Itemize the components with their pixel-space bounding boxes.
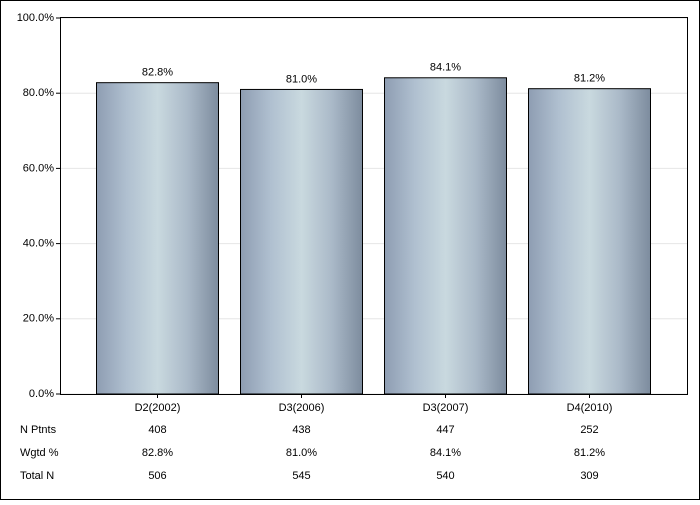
table-cell: 506 <box>148 470 166 482</box>
x-tick-label: D2(2002) <box>135 402 181 414</box>
table-cell: 545 <box>292 470 310 482</box>
table-row-label: Total N <box>20 470 54 482</box>
y-tick-label: 0.0% <box>29 388 54 400</box>
table-cell: 84.1% <box>430 447 461 459</box>
table-cell: 82.8% <box>142 447 173 459</box>
value-label: 81.0% <box>286 73 317 85</box>
value-label: 81.2% <box>574 73 605 85</box>
bar <box>384 77 507 395</box>
table-cell: 438 <box>292 424 310 436</box>
y-tick-label: 20.0% <box>23 313 54 325</box>
bar <box>96 82 219 395</box>
table-cell: 252 <box>580 424 598 436</box>
table-cell: 408 <box>148 424 166 436</box>
table-cell: 447 <box>436 424 454 436</box>
bar <box>240 88 363 395</box>
y-tick-label: 40.0% <box>23 238 54 250</box>
table-cell: 81.0% <box>286 447 317 459</box>
value-label: 82.8% <box>142 67 173 79</box>
x-tick-label: D4(2010) <box>567 402 613 414</box>
table-row-label: N Ptnts <box>20 424 57 436</box>
y-tick-label: 80.0% <box>23 87 54 99</box>
value-label: 84.1% <box>430 62 461 74</box>
y-tick-label: 100.0% <box>17 12 55 24</box>
y-tick-label: 60.0% <box>23 162 54 174</box>
bar <box>528 88 651 395</box>
x-tick-label: D3(2006) <box>279 402 325 414</box>
table-row-label: Wgtd % <box>20 447 59 459</box>
x-tick-label: D3(2007) <box>423 402 469 414</box>
table-cell: 540 <box>436 470 454 482</box>
plot-border <box>60 17 688 395</box>
table-cell: 309 <box>580 470 598 482</box>
table-cell: 81.2% <box>574 447 605 459</box>
